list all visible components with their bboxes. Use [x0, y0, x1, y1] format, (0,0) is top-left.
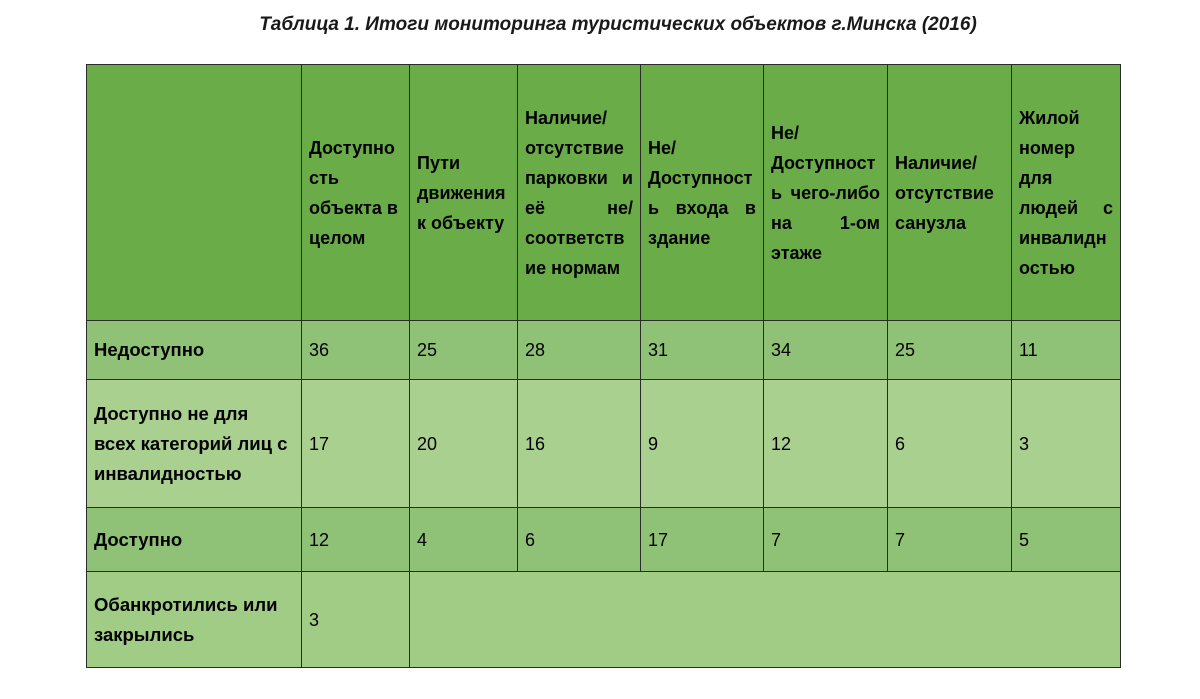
table-cell: 17	[640, 507, 764, 572]
table-cell: 20	[409, 379, 518, 508]
monitoring-table: Доступность объекта в целом Пути движени…	[86, 64, 1121, 668]
table-cell: 3	[1011, 379, 1121, 508]
table-cell: 4	[409, 507, 518, 572]
table-cell: 6	[517, 507, 641, 572]
row-label: Доступно не для всех категорий лиц с инв…	[86, 379, 302, 508]
row-label: Недоступно	[86, 320, 302, 380]
table-cell: 7	[763, 507, 888, 572]
table-cell: 7	[887, 507, 1012, 572]
table-cell: 34	[763, 320, 888, 380]
table-header-row: Доступность объекта в целом Пути движени…	[86, 64, 1121, 321]
table-cell: 12	[763, 379, 888, 508]
table-cell: 9	[640, 379, 764, 508]
table-cell: 17	[301, 379, 410, 508]
column-header-access-routes: Пути движения к объекту	[409, 64, 518, 321]
column-header-first-floor: Не/Доступность чего-либо на 1-ом этаже	[763, 64, 888, 321]
column-header-parking: Наличие/ отсутствие парковки и её не/соо…	[517, 64, 641, 321]
table-row: Обанкротились или закрылись 3	[86, 571, 1121, 668]
table-cell: 3	[301, 571, 410, 668]
table-cell: 6	[887, 379, 1012, 508]
table-caption: Таблица 1. Итоги мониторинга туристическ…	[259, 14, 977, 35]
column-header-accessible-room: Жилой номер для людей с инвалидностью	[1011, 64, 1121, 321]
row-label: Доступно	[86, 507, 302, 572]
table-cell: 31	[640, 320, 764, 380]
table-cell: 25	[409, 320, 518, 380]
table-cell: 16	[517, 379, 641, 508]
table-cell: 12	[301, 507, 410, 572]
table-cell: 36	[301, 320, 410, 380]
table-cell: 28	[517, 320, 641, 380]
column-header-restroom: Наличие/ отсутствие санузла	[887, 64, 1012, 321]
column-header-entrance: Не/Доступность входа в здание	[640, 64, 764, 321]
table-row: Недоступно 36 25 28 31 34 25 11	[86, 320, 1121, 380]
table-cell: 25	[887, 320, 1012, 380]
column-header-overall-accessibility: Доступность объекта в целом	[301, 64, 410, 321]
row-label: Обанкротились или закрылись	[86, 571, 302, 668]
table-row: Доступно не для всех категорий лиц с инв…	[86, 379, 1121, 508]
table-cell: 11	[1011, 320, 1121, 380]
column-header-corner	[86, 64, 302, 321]
table-row: Доступно 12 4 6 17 7 7 5	[86, 507, 1121, 572]
empty-merged-cell	[409, 571, 1121, 668]
table-cell: 5	[1011, 507, 1121, 572]
